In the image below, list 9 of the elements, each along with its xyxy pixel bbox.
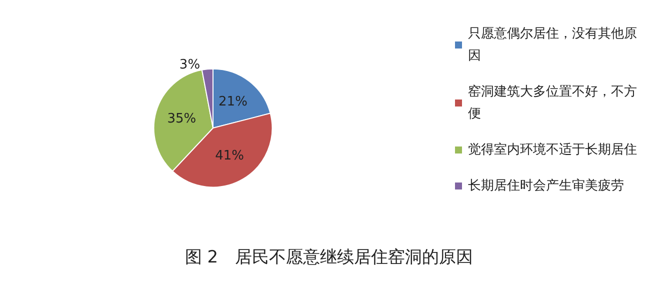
data-label: 41% [215, 148, 244, 164]
text: 图 2 居民不愿意继续居住窑洞的原因 [184, 248, 474, 268]
legend-label: 长期居住时会产生审美疲劳 [468, 178, 624, 194]
data-label: 35% [167, 111, 196, 126]
data-label: 21% [218, 94, 248, 110]
legend-label: 只愿意偶尔居住，没有其他原因 [468, 26, 637, 64]
legend-label: 觉得室内环境不适于长期居住 [468, 142, 637, 158]
data-label: 3% [179, 58, 200, 73]
legend-label: 窑洞建筑大多位置不好，不方便 [468, 84, 637, 122]
